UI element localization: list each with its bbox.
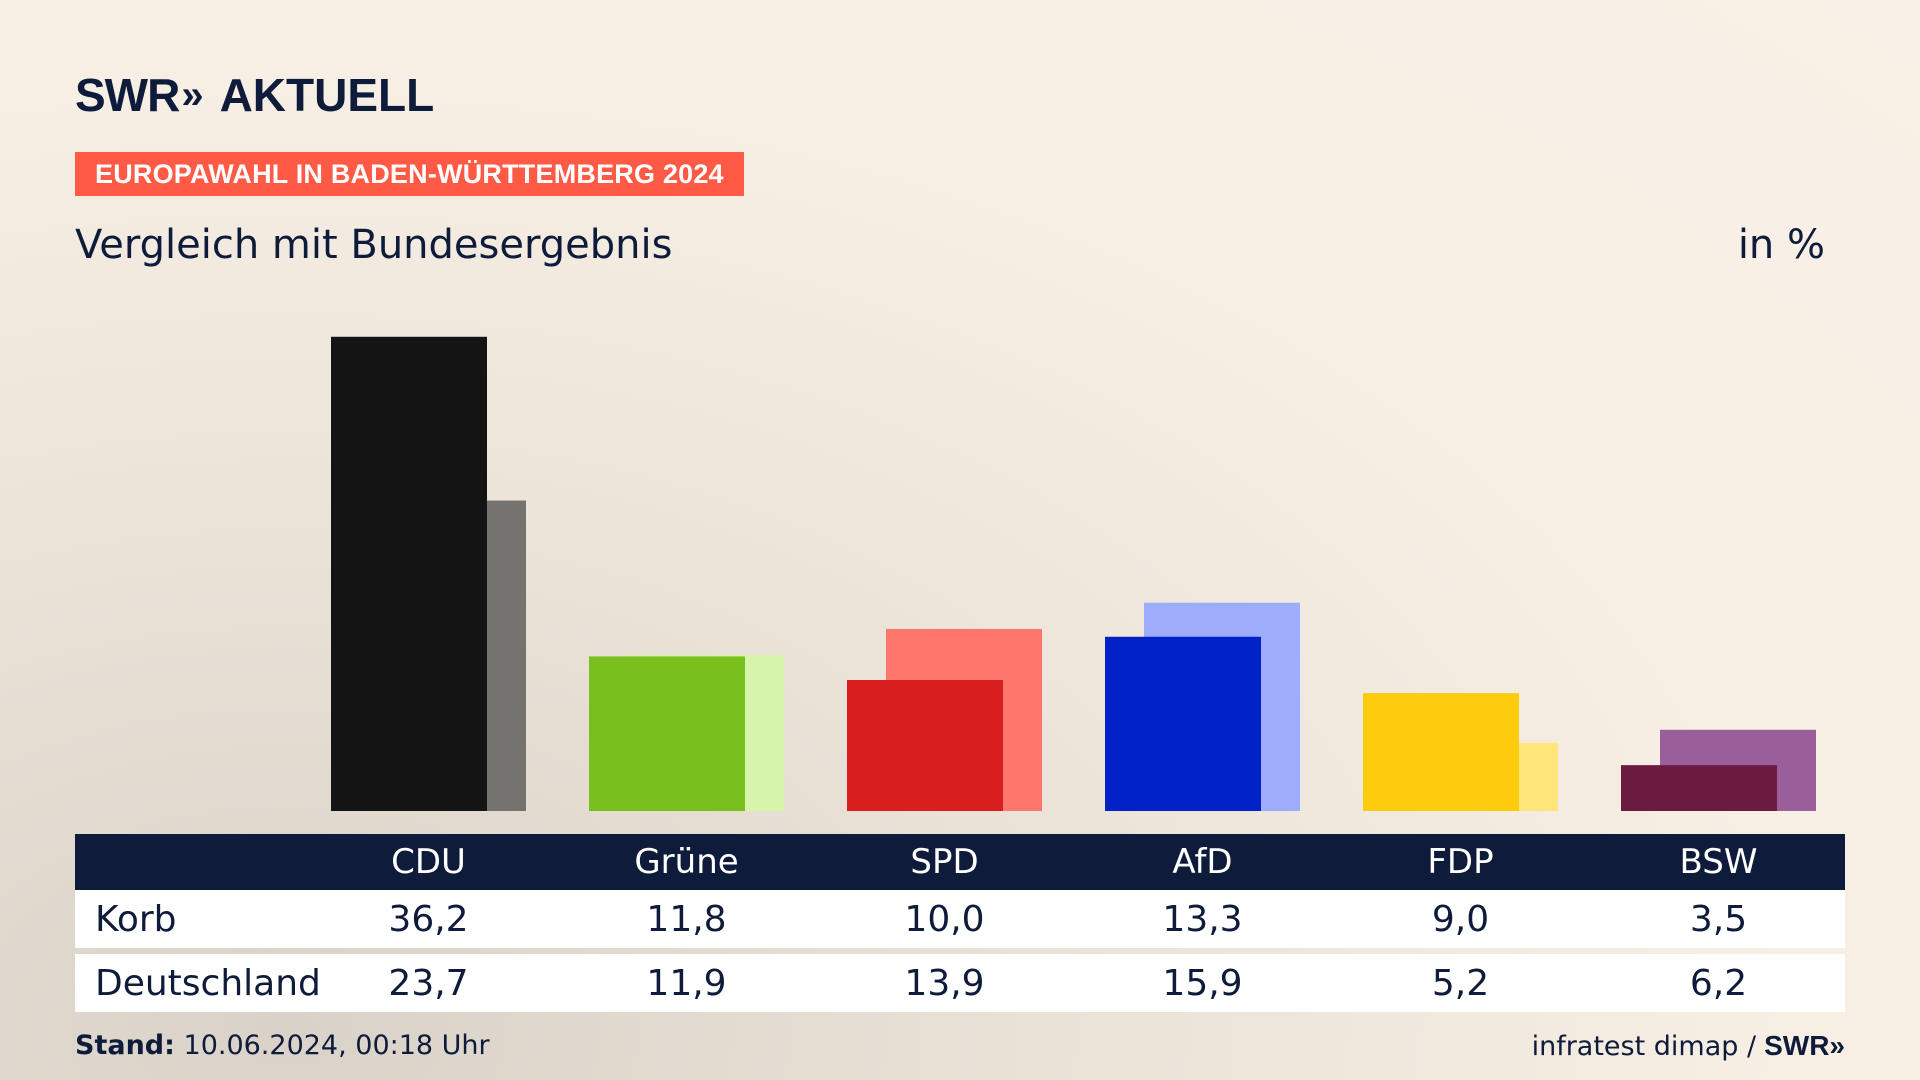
bar-korb-spd <box>847 680 1003 811</box>
data-label: 13,9 <box>904 962 985 1004</box>
category-label: CDU <box>391 842 466 882</box>
table-row: Deutschland 23,7 11,9 13,9 15,9 5,2 6,2 <box>75 954 1845 1012</box>
category-label: FDP <box>1427 842 1494 882</box>
data-label: 6,2 <box>1689 962 1748 1004</box>
bar-korb-grne <box>589 656 745 811</box>
bar-korb-cdu <box>331 336 487 811</box>
source-credit: infratest dimap / SWR» <box>1532 1030 1845 1062</box>
bar-korb-bsw <box>1621 765 1777 811</box>
logo-swr-text: SWR <box>75 69 180 121</box>
table-header-row: CDU Grüne SPD AfD FDP BSW <box>75 834 1845 890</box>
data-label: 36,2 <box>388 898 469 940</box>
data-label: 23,7 <box>388 962 469 1004</box>
election-badge: EUROPAWAHL IN BADEN-WÜRTTEMBERG 2024 <box>75 152 744 196</box>
stand-value: 10.06.2024, 00:18 Uhr <box>183 1030 490 1061</box>
row-label: Korb <box>95 898 177 940</box>
data-label: 11,8 <box>646 898 727 940</box>
data-label: 10,0 <box>904 898 985 940</box>
bar-korb-fdp <box>1363 693 1519 811</box>
table-body: Korb 36,2 11,8 10,0 13,3 9,0 3,5 Deutschland 23,… <box>75 890 1845 1012</box>
table-row: Korb 36,2 11,8 10,0 13,3 9,0 3,5 <box>75 890 1845 948</box>
data-label: 13,3 <box>1162 898 1243 940</box>
results-table: CDU Grüne SPD AfD FDP BSW Korb 36,2 11,8 10,0 13,… <box>75 834 1845 1012</box>
data-label: 9,0 <box>1431 898 1490 940</box>
timestamp: Stand: 10.06.2024, 00:18 Uhr <box>75 1030 490 1061</box>
data-label: 15,9 <box>1162 962 1243 1004</box>
data-label: 3,5 <box>1689 898 1748 940</box>
logo-aktuell-text: AKTUELL <box>219 69 435 121</box>
source-text: infratest dimap / <box>1531 1030 1757 1062</box>
swr-aktuell-logo: SWR » AKTUELL <box>75 68 434 122</box>
bar-chart <box>331 336 1816 811</box>
data-label: 5,2 <box>1431 962 1490 1004</box>
swr-mini-logo: SWR» <box>1764 1030 1845 1061</box>
category-label: AfD <box>1172 842 1233 882</box>
stand-label: Stand: <box>75 1030 175 1061</box>
chart-subtitle: Vergleich mit Bundesergebnis <box>75 222 673 268</box>
row-label: Deutschland <box>95 962 321 1004</box>
category-label: Grüne <box>634 842 739 882</box>
unit-label: in % <box>1737 222 1825 268</box>
category-label: SPD <box>910 842 979 882</box>
category-label: BSW <box>1679 842 1758 882</box>
data-label: 11,9 <box>646 962 727 1004</box>
bar-korb-afd <box>1105 636 1261 811</box>
